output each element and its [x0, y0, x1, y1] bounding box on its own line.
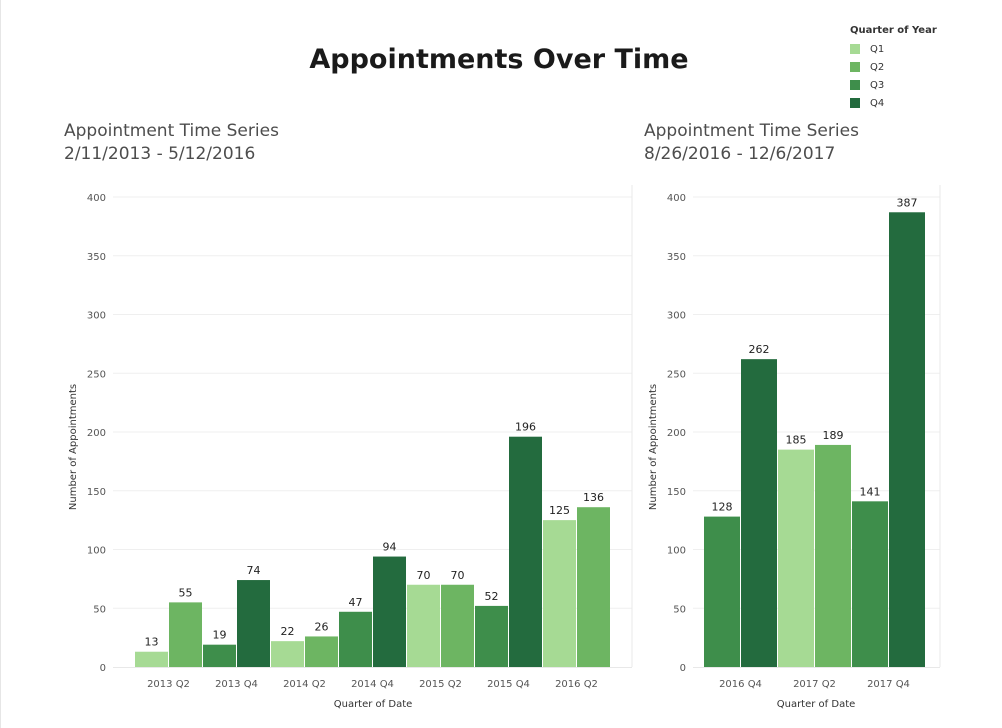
left-bar-2016-q1: [543, 520, 576, 667]
left-bar-2013-q1: [135, 651, 168, 667]
right-bar-2017-q3: [852, 501, 888, 667]
right-bar-value-label: 262: [749, 343, 770, 356]
left-bar-2013-q2: [169, 602, 202, 667]
legend-swatch-q1: [850, 44, 860, 54]
right-y-tick-label: 0: [680, 663, 686, 674]
left-y-tick-label: 0: [100, 663, 106, 674]
right-panel-title-line1: Appointment Time Series: [644, 121, 859, 141]
legend-label-q2: Q2: [870, 61, 885, 73]
right-panel-subtitle: 8/26/2016 - 12/6/2017: [644, 144, 836, 164]
right-y-tick-label: 150: [667, 487, 686, 498]
left-panel-title: Appointment Time Series 2/11/2013 - 5/12…: [64, 120, 279, 166]
right-bar-2017-q1: [778, 449, 814, 667]
right-bar-2016-q3: [704, 516, 740, 667]
left-bar-value-label: 136: [583, 491, 604, 504]
left-bar-2016-q2: [577, 507, 610, 667]
left-x-tick-label: 2013 Q2: [147, 679, 190, 690]
left-x-axis-title: Quarter of Date: [334, 699, 413, 710]
right-bar-2017-q2: [815, 444, 851, 667]
left-y-tick-label: 50: [93, 604, 106, 615]
dashboard-title: Appointments Over Time: [309, 44, 689, 75]
left-bar-2015-q2: [441, 584, 474, 667]
legend-swatch-q2: [850, 62, 860, 72]
left-bar-value-label: 26: [315, 620, 329, 633]
right-y-axis-title: Number of Appointments: [648, 384, 659, 510]
right-bar-2017-q4: [889, 212, 925, 667]
left-bar-value-label: 22: [281, 625, 295, 638]
right-y-tick-label: 200: [667, 428, 686, 439]
left-x-tick-label: 2013 Q4: [215, 679, 258, 690]
legend-swatch-q3: [850, 80, 860, 90]
legend-swatch-q4: [850, 98, 860, 108]
left-bar-2014-q2: [305, 636, 338, 667]
left-x-tick-label: 2015 Q4: [487, 679, 530, 690]
left-panel-title-line1: Appointment Time Series: [64, 121, 279, 141]
left-bar-value-label: 94: [383, 541, 397, 554]
left-bar-2015-q3: [475, 605, 508, 667]
legend-item-q4[interactable]: Q4: [850, 94, 937, 112]
right-y-tick-label: 400: [667, 193, 686, 204]
legend-label-q1: Q1: [870, 43, 885, 55]
left-y-tick-label: 250: [87, 369, 106, 380]
right-x-tick-label: 2016 Q4: [719, 679, 762, 690]
left-bar-2015-q1: [407, 584, 440, 667]
left-y-tick-label: 200: [87, 428, 106, 439]
left-bar-2014-q4: [373, 556, 406, 667]
left-x-tick-label: 2014 Q2: [283, 679, 326, 690]
left-x-tick-label: 2014 Q4: [351, 679, 394, 690]
left-bar-value-label: 19: [213, 629, 227, 642]
legend-item-q3[interactable]: Q3: [850, 76, 937, 94]
left-bar-value-label: 70: [451, 569, 465, 582]
left-bar-value-label: 125: [549, 504, 570, 517]
left-bar-value-label: 55: [179, 586, 193, 599]
left-bar-value-label: 196: [515, 421, 536, 434]
right-bar-value-label: 141: [860, 485, 881, 498]
left-bar-2015-q4: [509, 436, 542, 667]
right-y-tick-label: 300: [667, 311, 686, 322]
left-bar-2014-q1: [271, 641, 304, 667]
left-y-tick-label: 400: [87, 193, 106, 204]
left-bar-value-label: 47: [349, 596, 363, 609]
left-panel-subtitle: 2/11/2013 - 5/12/2016: [64, 144, 256, 164]
right-x-tick-label: 2017 Q2: [793, 679, 836, 690]
right-bar-value-label: 185: [786, 434, 807, 447]
right-bar-2016-q4: [741, 359, 777, 667]
left-x-tick-label: 2015 Q2: [419, 679, 462, 690]
right-y-tick-label: 100: [667, 546, 686, 557]
left-y-axis-title: Number of Appointments: [68, 384, 79, 510]
legend-item-q2[interactable]: Q2: [850, 58, 937, 76]
legend-label-q4: Q4: [870, 97, 885, 109]
left-y-tick-label: 350: [87, 252, 106, 263]
right-x-tick-label: 2017 Q4: [867, 679, 910, 690]
left-bar-value-label: 74: [247, 564, 261, 577]
right-panel-title: Appointment Time Series 8/26/2016 - 12/6…: [644, 120, 859, 166]
left-bar-2014-q3: [339, 611, 372, 667]
right-x-axis-title: Quarter of Date: [777, 699, 856, 710]
left-bar-2013-q3: [203, 644, 236, 667]
legend-item-q1[interactable]: Q1: [850, 40, 937, 58]
right-bar-value-label: 387: [897, 196, 918, 209]
right-y-tick-label: 250: [667, 369, 686, 380]
left-bar-2013-q4: [237, 580, 270, 667]
right-bar-value-label: 189: [823, 429, 844, 442]
color-legend: Quarter of Year Q1 Q2 Q3 Q4: [850, 25, 937, 112]
left-y-tick-label: 150: [87, 487, 106, 498]
right-y-tick-label: 50: [673, 604, 686, 615]
legend-label-q3: Q3: [870, 79, 885, 91]
right-bar-value-label: 128: [712, 501, 733, 514]
left-bar-value-label: 52: [485, 590, 499, 603]
legend-title: Quarter of Year: [850, 25, 937, 36]
left-bar-value-label: 13: [145, 636, 159, 649]
left-y-tick-label: 300: [87, 311, 106, 322]
left-y-tick-label: 100: [87, 546, 106, 557]
right-y-tick-label: 350: [667, 252, 686, 263]
left-bar-value-label: 70: [417, 569, 431, 582]
left-x-tick-label: 2016 Q2: [555, 679, 598, 690]
